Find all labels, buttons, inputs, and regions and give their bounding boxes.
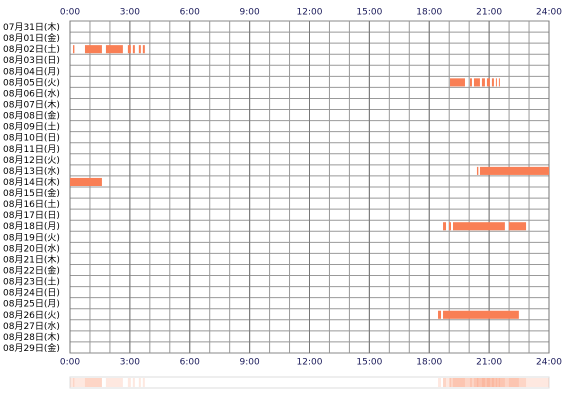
activity-bar <box>450 78 465 87</box>
row-label: 08月06日(水) <box>3 87 60 99</box>
activity-bar <box>443 310 519 319</box>
row-label: 08月25日(月) <box>3 299 60 310</box>
row-label: 08月16日(土) <box>3 198 60 210</box>
summary-bar <box>476 378 479 387</box>
activity-bar <box>486 78 490 87</box>
activity-bar <box>479 166 549 175</box>
summary-bar <box>479 378 549 387</box>
summary-bar <box>443 378 519 387</box>
summary-bar <box>481 378 485 387</box>
activity-bar <box>473 78 480 87</box>
row-label: 08月26日(火) <box>3 310 60 321</box>
summary-bar <box>443 378 447 387</box>
activity-bar <box>132 45 135 54</box>
x-tick-label: 15:00 <box>356 358 382 368</box>
activity-bar <box>443 222 447 231</box>
summary-bar <box>450 378 465 387</box>
x-tick-label: 24:00 <box>536 358 562 368</box>
row-label: 08月11日(月) <box>3 144 60 155</box>
summary-bar <box>473 378 480 387</box>
summary-bar <box>132 378 135 387</box>
activity-bar <box>127 45 131 54</box>
activity-bar <box>491 78 494 87</box>
activity-bar <box>438 310 442 319</box>
row-label: 08月02日(土) <box>3 43 60 55</box>
row-label: 08月07日(木) <box>3 99 60 111</box>
summary-bar <box>127 378 131 387</box>
row-label: 08月18日(月) <box>3 221 60 232</box>
row-label: 08月21日(木) <box>3 253 60 265</box>
x-tick-label: 15:00 <box>356 8 382 18</box>
row-label: 08月20日(水) <box>3 242 60 254</box>
activity-bar <box>142 45 145 54</box>
x-tick-label: 9:00 <box>240 358 260 368</box>
activity-bar <box>481 78 485 87</box>
x-tick-label: 0:00 <box>60 358 80 368</box>
x-tick-label: 6:00 <box>180 358 200 368</box>
activity-bar <box>495 78 497 87</box>
activity-bar <box>84 45 102 54</box>
row-label: 08月27日(水) <box>3 320 60 332</box>
activity-bar <box>469 78 472 87</box>
x-tick-label: 21:00 <box>476 8 502 18</box>
summary-bar <box>495 378 497 387</box>
summary-bar <box>105 378 123 387</box>
summary-bar <box>142 378 145 387</box>
row-label: 08月09日(土) <box>3 121 60 133</box>
summary-bar <box>486 378 490 387</box>
row-label: 08月17日(日) <box>3 210 60 221</box>
x-tick-label: 24:00 <box>536 8 562 18</box>
x-tick-label: 3:00 <box>120 358 140 368</box>
row-label: 08月13日(水) <box>3 165 60 177</box>
row-label: 08月22日(金) <box>3 265 60 277</box>
row-label: 08月01日(金) <box>3 32 60 44</box>
activity-bar <box>138 45 141 54</box>
row-label: 08月24日(日) <box>3 288 60 299</box>
summary-bar <box>491 378 494 387</box>
activity-bar <box>453 222 505 231</box>
row-label: 08月04日(月) <box>3 66 60 77</box>
summary-bar <box>469 378 472 387</box>
summary-strip <box>69 376 550 389</box>
activity-bar <box>70 177 102 186</box>
activity-bar <box>105 45 123 54</box>
activity-bar <box>498 78 500 87</box>
x-tick-label: 21:00 <box>476 358 502 368</box>
summary-bar <box>449 378 452 387</box>
x-tick-label: 0:00 <box>60 8 80 18</box>
row-label: 08月23日(土) <box>3 276 60 288</box>
row-label: 08月14日(木) <box>3 176 60 188</box>
summary-bar <box>508 378 527 387</box>
row-label: 08月29日(金) <box>3 342 60 354</box>
summary-bar <box>84 378 102 387</box>
x-tick-label: 12:00 <box>297 8 323 18</box>
x-tick-label: 18:00 <box>416 8 442 18</box>
summary-bar <box>138 378 141 387</box>
activity-bar <box>449 222 452 231</box>
summary-bar <box>498 378 500 387</box>
summary-bar <box>453 378 505 387</box>
summary-bar <box>70 378 102 387</box>
row-label: 08月12日(火) <box>3 155 60 166</box>
x-tick-label: 9:00 <box>240 8 260 18</box>
row-label: 08月15日(金) <box>3 187 60 199</box>
x-tick-label: 6:00 <box>180 8 200 18</box>
row-label: 08月28日(木) <box>3 331 60 343</box>
x-tick-label: 12:00 <box>297 358 323 368</box>
summary-bar <box>72 378 75 387</box>
x-tick-label: 3:00 <box>120 8 140 18</box>
row-label: 08月05日(火) <box>3 77 60 88</box>
activity-bar <box>72 45 75 54</box>
row-label: 08月08日(金) <box>3 110 60 122</box>
row-label: 08月10日(日) <box>3 133 60 144</box>
x-tick-label: 18:00 <box>416 358 442 368</box>
row-label: 07月31日(木) <box>3 21 60 33</box>
activity-bar <box>476 166 479 175</box>
summary-bar <box>438 378 442 387</box>
activity-bar <box>508 222 527 231</box>
row-label: 08月19日(火) <box>3 232 60 243</box>
row-label: 08月03日(日) <box>3 55 60 66</box>
